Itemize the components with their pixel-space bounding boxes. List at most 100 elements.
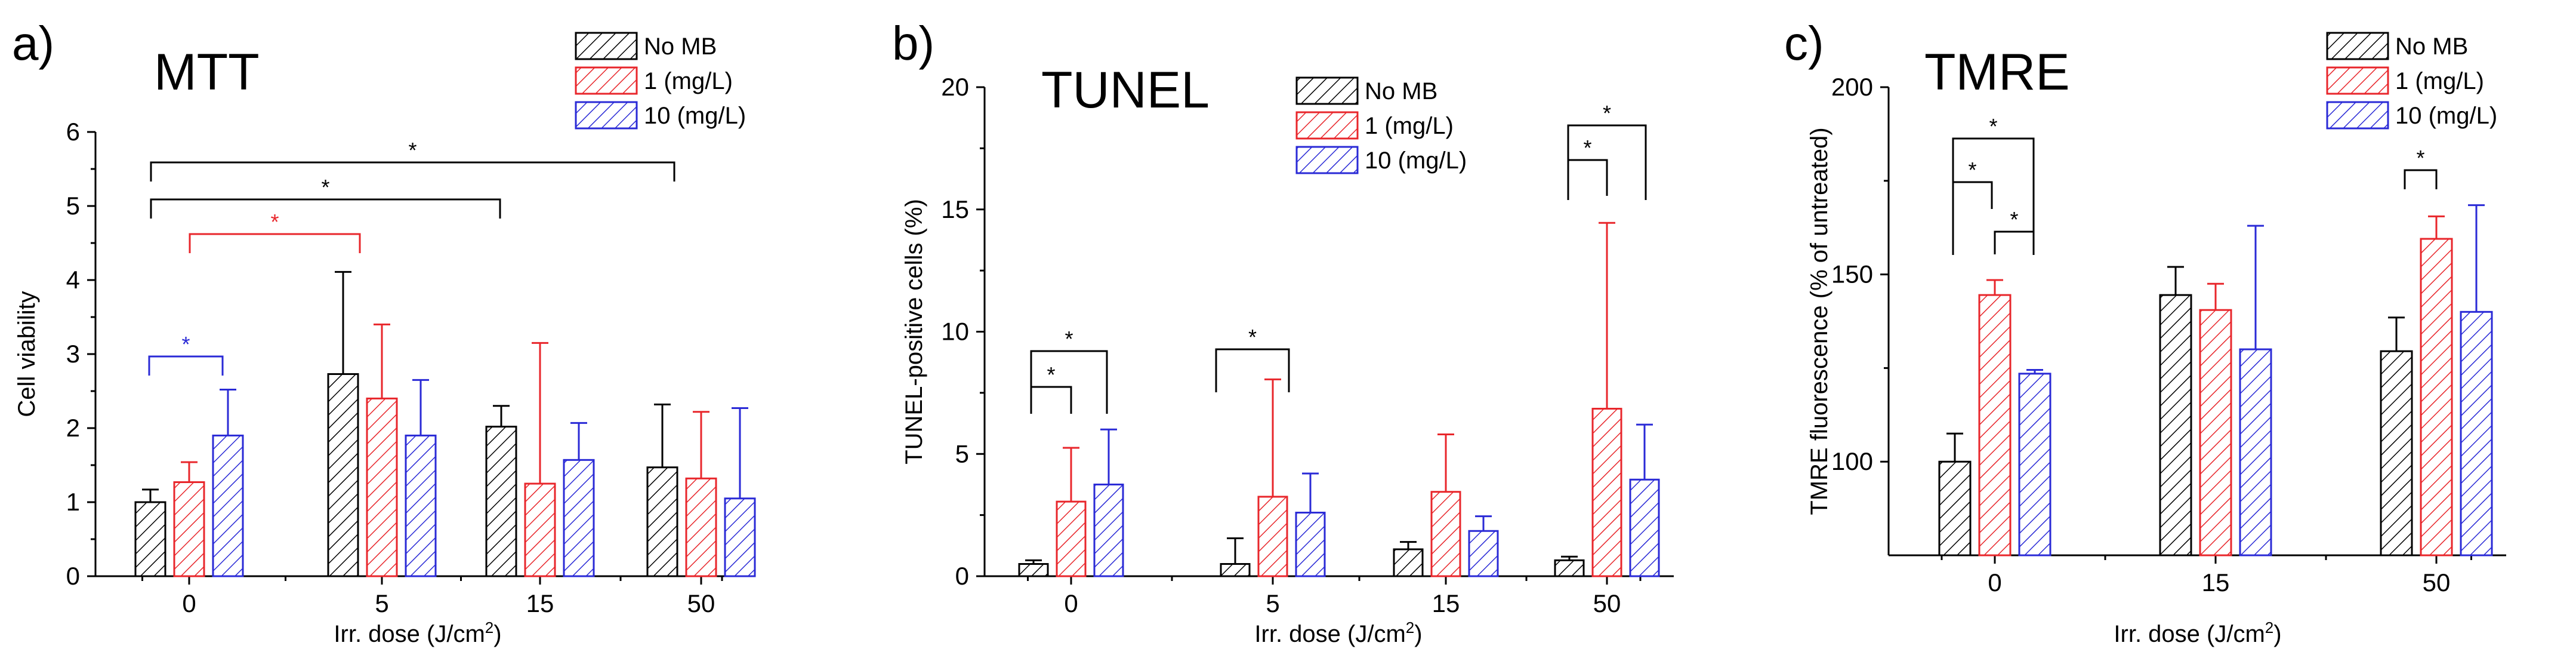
series-0 <box>1018 537 1585 577</box>
x-tick-label: 15 <box>2202 568 2230 596</box>
x-tick-label: 15 <box>526 589 554 617</box>
bracket-line <box>150 161 675 182</box>
legend-label: No MB <box>644 33 717 60</box>
axes: 0 1 2 3 4 5 6 0 5 15 50 <box>66 118 743 617</box>
y-tick-label: 20 <box>941 73 969 101</box>
bracket-line <box>1994 230 2035 254</box>
legend-label: No MB <box>1365 78 1437 104</box>
significance-star: * <box>1968 158 1976 182</box>
y-tick-label: 0 <box>66 562 80 590</box>
series-1 <box>1056 222 1622 577</box>
y-axis-label: Cell viability <box>14 291 40 417</box>
series-0 <box>134 270 678 577</box>
legend-label: 10 (mg/L) <box>1365 147 1467 174</box>
panel-mtt: a) MTT 0 1 2 3 4 5 6 0 5 15 50 Irr. dose (J/cm2) Cell … <box>12 17 756 647</box>
bracket-line <box>1952 181 1993 209</box>
bracket-line <box>1030 350 1108 414</box>
significance-bracket: * <box>1952 158 1993 209</box>
x-tick-label: 50 <box>2423 568 2451 596</box>
y-tick-label: 200 <box>1831 73 1873 101</box>
x-tick-label: 5 <box>1266 589 1279 617</box>
panel-label: a) <box>12 17 54 70</box>
bar <box>1393 548 1424 577</box>
significance-star: * <box>1248 325 1257 349</box>
x-tick-label: 0 <box>1988 568 2001 596</box>
significance-star: * <box>2010 207 2018 232</box>
significance-bracket: * <box>148 332 224 376</box>
bar <box>405 434 437 577</box>
y-tick-label: 15 <box>941 195 969 223</box>
bracket-line <box>189 233 361 253</box>
x-tick-label: 50 <box>1593 589 1621 617</box>
bar <box>646 466 678 577</box>
legend-swatch <box>575 32 638 60</box>
significance-star: * <box>1065 327 1073 351</box>
bar <box>1018 563 1049 577</box>
x-tick-label: 15 <box>1432 589 1460 617</box>
legend-swatch <box>575 101 638 130</box>
panel-tmre: c) TMRE 100 150 200 0 15 50 Irr. dose (J/cm2) TMR… <box>1784 17 2506 647</box>
bar <box>1295 512 1326 577</box>
significance-bracket: * <box>2404 146 2438 189</box>
chart-title: TUNEL <box>1041 62 1210 119</box>
bar <box>1056 500 1087 577</box>
series-2 <box>1093 423 1660 577</box>
y-tick-label: 1 <box>66 488 80 516</box>
bar <box>134 501 166 577</box>
legend-label: No MB <box>2395 33 2468 60</box>
x-tick-label: 0 <box>1064 589 1078 617</box>
bar <box>485 426 517 577</box>
panel-label: b) <box>892 17 934 70</box>
chart-title: TMRE <box>1924 44 2070 101</box>
bar <box>1430 491 1461 577</box>
series-2 <box>212 379 756 577</box>
bar <box>1978 294 2012 556</box>
bar <box>2199 309 2232 556</box>
bar <box>685 477 717 577</box>
legend-swatch <box>575 66 638 95</box>
bar <box>173 481 205 577</box>
bracket-line <box>150 198 501 219</box>
significance-star: * <box>1989 114 1997 139</box>
legend-swatch <box>2326 66 2389 95</box>
bar <box>2460 310 2493 556</box>
significance-bracket: * <box>1030 362 1072 414</box>
bracket-line <box>2404 169 2438 189</box>
legend-swatch <box>1295 111 1359 140</box>
y-axis-label: TUNEL-positive cells (%) <box>901 199 927 465</box>
significance-bracket: * <box>1030 327 1108 414</box>
y-tick-label: 5 <box>66 192 80 220</box>
legend-label: 10 (mg/L) <box>644 103 746 129</box>
legend-swatch <box>2326 32 2389 60</box>
significance-bracket: * <box>189 210 361 253</box>
bar <box>1938 460 1972 556</box>
significance-bracket: * <box>1952 114 2035 255</box>
bar <box>2159 294 2192 556</box>
bracket-line <box>1030 386 1072 414</box>
legend-label: 1 (mg/L) <box>1365 113 1454 139</box>
x-axis-label: Irr. dose (J/cm2) <box>2114 619 2281 647</box>
significance-bracket: * <box>1567 136 1608 196</box>
significance-bracket: * <box>1567 101 1647 200</box>
bar <box>1220 563 1251 577</box>
bracket-line <box>1215 348 1290 392</box>
y-tick-label: 100 <box>1831 447 1873 475</box>
axes: 100 150 200 0 15 50 <box>1831 73 2506 596</box>
bar <box>1554 559 1585 577</box>
y-tick-label: 5 <box>955 439 969 468</box>
legend-swatch <box>1295 146 1359 174</box>
y-tick-label: 4 <box>66 266 80 294</box>
series-0 <box>1938 266 2413 556</box>
y-tick-label: 0 <box>955 562 969 590</box>
bar <box>1093 483 1124 577</box>
significance-bracket: * <box>150 175 501 219</box>
bar <box>724 497 756 577</box>
bar <box>366 397 398 577</box>
bar <box>1468 530 1499 577</box>
x-axis-label: Irr. dose (J/cm2) <box>334 619 501 647</box>
significance-star: * <box>2416 146 2424 170</box>
significance-bracket: * <box>1215 325 1290 392</box>
chart-title: MTT <box>154 44 260 101</box>
significance-star: * <box>1583 136 1591 160</box>
